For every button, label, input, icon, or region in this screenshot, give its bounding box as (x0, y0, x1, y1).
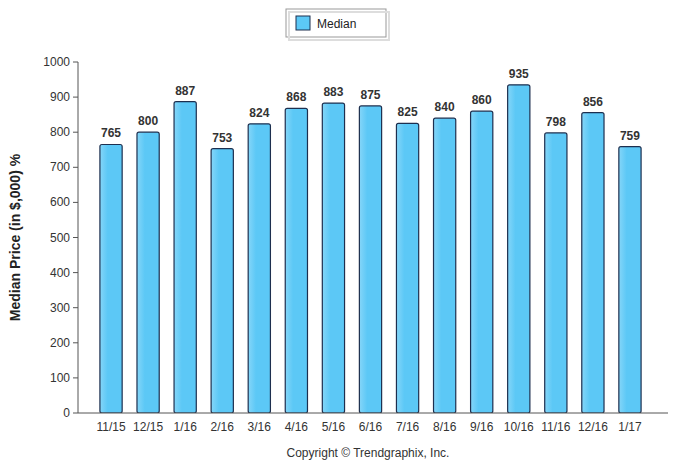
y-tick (73, 132, 78, 133)
data-label: 860 (472, 93, 492, 107)
x-tick-label: 7/16 (396, 420, 420, 434)
data-label: 856 (583, 95, 603, 109)
y-tick-label: 600 (50, 195, 70, 209)
y-tick (73, 413, 78, 414)
data-label: 765 (101, 126, 121, 140)
legend-swatch (296, 16, 310, 30)
y-tick-label: 200 (50, 336, 70, 350)
y-tick-label: 300 (50, 301, 70, 315)
legend-shadow (289, 12, 389, 40)
x-axis (78, 413, 668, 414)
data-label: 824 (249, 106, 269, 120)
y-tick-label: 500 (50, 231, 70, 245)
bars (100, 85, 641, 413)
bar (285, 108, 307, 413)
x-tick-label: 4/16 (285, 420, 309, 434)
bar (471, 111, 493, 413)
y-tick (73, 62, 78, 63)
data-label: 887 (175, 84, 195, 98)
x-tick-label: 1/16 (173, 420, 197, 434)
bar (211, 149, 233, 413)
data-label: 868 (286, 90, 306, 104)
x-tick-label: 1/17 (618, 420, 642, 434)
bar (582, 113, 604, 413)
y-tick (73, 342, 78, 343)
chart-svg: 0 100 200 300 400 500 600 700 800 900 1000 765 800 88… (0, 0, 683, 466)
bar (100, 144, 122, 413)
data-label: 798 (546, 115, 566, 129)
x-tick-label: 11/16 (541, 420, 570, 434)
y-tick-label: 700 (50, 160, 70, 174)
y-tick-label: 0 (63, 406, 70, 420)
x-tick-label: 12/16 (578, 420, 608, 434)
data-label: 800 (138, 114, 158, 128)
y-axis (78, 62, 79, 413)
bar (359, 106, 381, 413)
y-tick (73, 97, 78, 98)
chart-container: 0 100 200 300 400 500 600 700 800 900 1000 765 800 88… (0, 0, 683, 466)
y-tick-label: 100 (50, 371, 70, 385)
data-label: 840 (435, 100, 455, 114)
y-tick (73, 167, 78, 168)
y-tick-label: 800 (50, 125, 70, 139)
y-tick (73, 377, 78, 378)
bar (508, 85, 530, 413)
bar (545, 133, 567, 413)
x-tick-label: 5/16 (322, 420, 346, 434)
bar (322, 103, 344, 413)
bar (434, 118, 456, 413)
bar (137, 132, 159, 413)
y-axis-label: Median Price (in $,000) % (7, 153, 23, 321)
x-tick-label: 2/16 (211, 420, 235, 434)
x-tick-label: 3/16 (248, 420, 272, 434)
x-tick-label: 9/16 (470, 420, 494, 434)
bar (619, 147, 641, 413)
data-label: 883 (323, 85, 343, 99)
y-tick-label: 900 (50, 90, 70, 104)
data-label: 759 (620, 129, 640, 143)
x-tick-label: 10/16 (504, 420, 534, 434)
bar (248, 124, 270, 413)
x-tick-label: 12/15 (133, 420, 163, 434)
y-tick (73, 237, 78, 238)
x-tick-label: 11/15 (96, 420, 125, 434)
x-tick-label: 8/16 (433, 420, 457, 434)
data-label: 753 (212, 131, 232, 145)
data-label: 935 (509, 67, 529, 81)
data-label: 825 (398, 105, 418, 119)
data-label: 875 (360, 88, 380, 102)
y-tick-label: 1000 (43, 55, 70, 69)
y-tick (73, 272, 78, 273)
y-tick (73, 307, 78, 308)
x-tick-label: 6/16 (359, 420, 383, 434)
legend-box (286, 9, 386, 37)
y-tick (73, 202, 78, 203)
bar (174, 102, 196, 413)
legend-label: Median (317, 17, 356, 31)
y-tick-label: 400 (50, 266, 70, 280)
annotation: Copyright © Trendgraphix, Inc. (287, 446, 450, 460)
bar (396, 123, 418, 413)
legend: Median (286, 9, 389, 40)
